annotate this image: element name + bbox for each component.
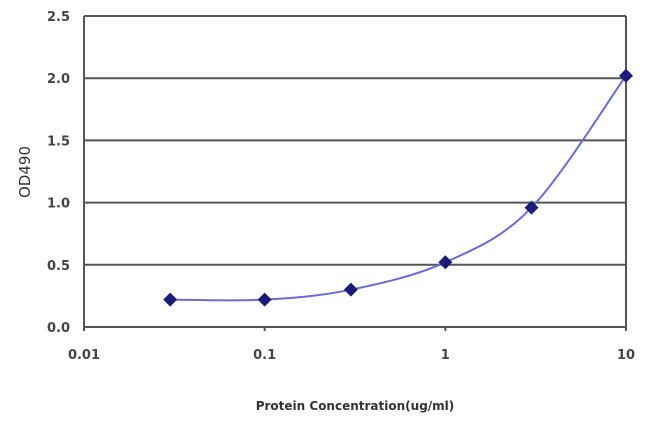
data-point — [438, 255, 453, 270]
y-tick-label: 2.0 — [47, 72, 70, 87]
x-tick-label: 0.01 — [68, 348, 100, 363]
y-ticks: 0.0 0.5 1.0 1.5 2.0 2.5 — [47, 10, 70, 336]
grid — [83, 15, 627, 328]
data-point — [163, 292, 178, 307]
y-tick-label: 2.5 — [47, 10, 70, 25]
x-tick-label: 10 — [617, 348, 635, 363]
y-tick-label: 0.0 — [47, 321, 70, 336]
data-point — [343, 282, 358, 297]
series-line — [170, 75, 627, 302]
y-tick-label: 1.5 — [47, 134, 70, 149]
x-ticks: 0.01 0.1 1 10 — [68, 327, 635, 363]
x-axis-label: Protein Concentration(ug/ml) — [256, 399, 455, 413]
data-point — [257, 292, 272, 307]
y-tick-label: 1.0 — [47, 197, 70, 212]
data-point — [619, 68, 633, 83]
markers — [163, 68, 633, 307]
x-tick-label: 1 — [441, 348, 450, 363]
x-tick-label: 0.1 — [253, 348, 276, 363]
data-point — [524, 200, 539, 215]
y-tick-label: 0.5 — [47, 259, 70, 274]
y-axis-label: OD490 — [16, 146, 34, 198]
